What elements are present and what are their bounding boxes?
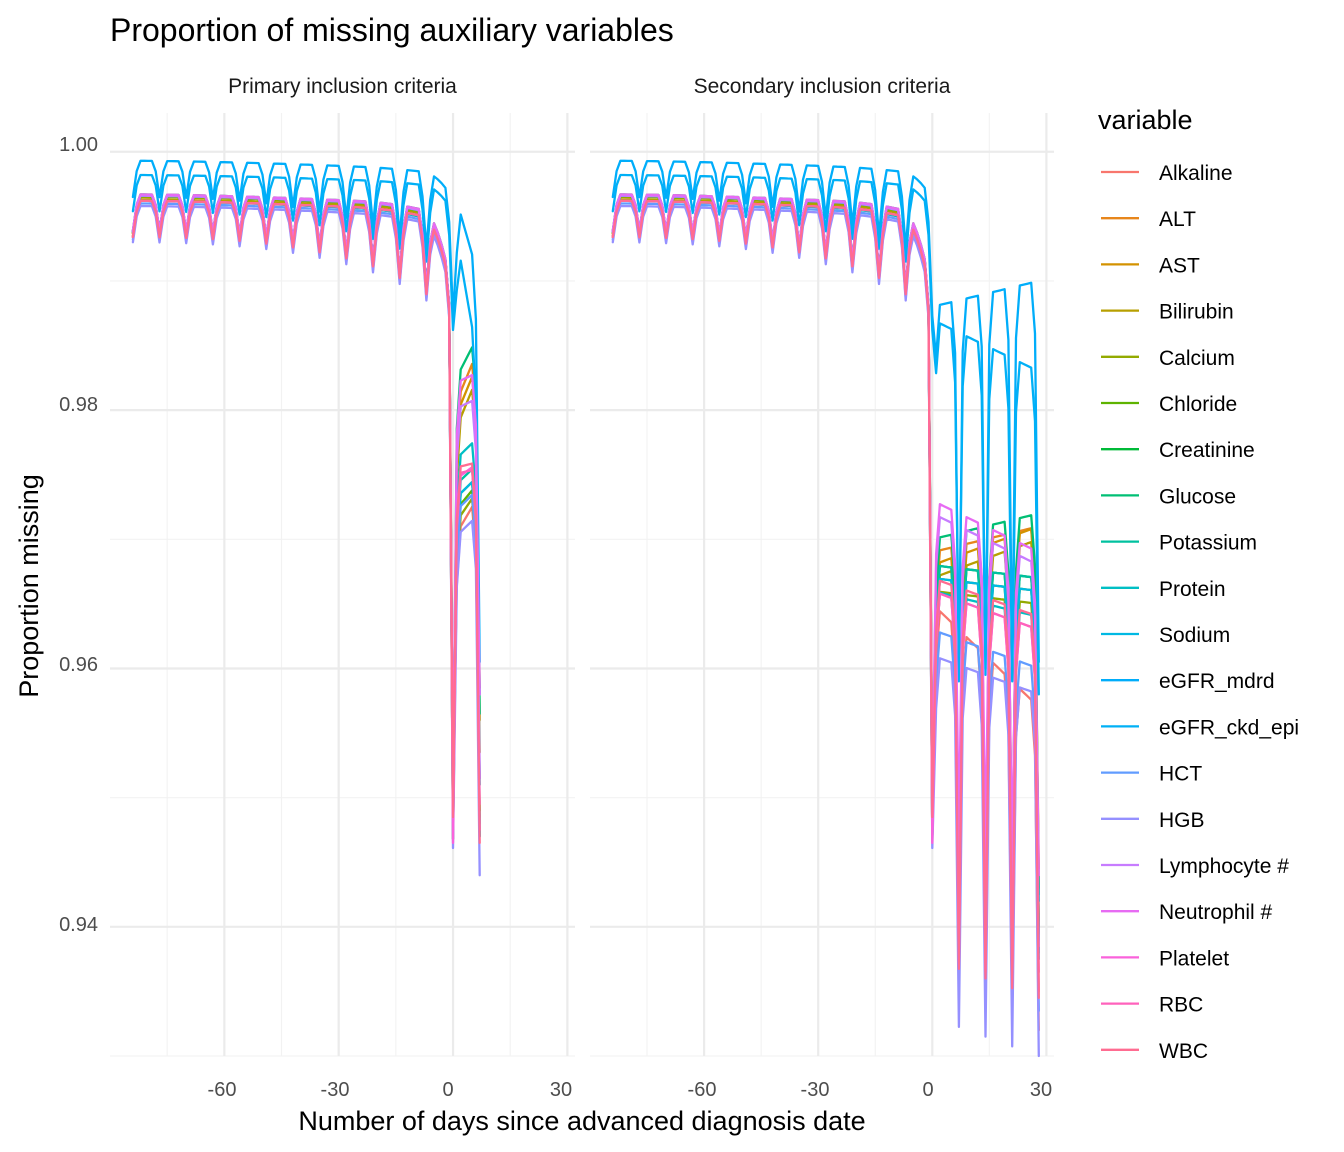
series-line-hgb: [131, 204, 481, 877]
facet-secondary: Secondary inclusion criteria: [590, 75, 1054, 1058]
series-line-egfr-mdrd: [131, 159, 481, 664]
x-tick-label: 0: [922, 1079, 933, 1101]
x-tick-label: -60: [688, 1079, 717, 1101]
x-tick-label: -30: [801, 1079, 830, 1101]
series-line-sodium: [611, 194, 1040, 954]
legend-label: RBC: [1159, 994, 1203, 1017]
x-tick-label: -60: [208, 1079, 237, 1101]
legend-label: Glucose: [1159, 485, 1236, 508]
series-line-glucose: [611, 194, 1040, 916]
series-line-platelet: [611, 199, 1040, 974]
x-tick-label: 0: [442, 1079, 453, 1101]
legend-label: Protein: [1159, 578, 1226, 601]
y-axis-ticks: 1.00 0.98 0.96 0.94: [59, 134, 98, 936]
facet-primary: Primary inclusion criteria: [110, 75, 575, 1057]
x-tick-label: -30: [321, 1079, 350, 1101]
legend-label: Bilirubin: [1159, 301, 1234, 324]
series-line-egfr-mdrd: [611, 159, 1040, 683]
grid-secondary: [590, 113, 1054, 1057]
legend-label: WBC: [1159, 1040, 1208, 1063]
series-line-chloride: [611, 194, 1040, 935]
series-line-alt: [611, 195, 1040, 890]
legend-label: Potassium: [1159, 532, 1257, 555]
legend-label: eGFR_ckd_epi: [1159, 716, 1299, 739]
y-tick-label: 0.94: [59, 914, 98, 936]
legend-label: HGB: [1159, 809, 1205, 832]
legend-label: Alkaline: [1159, 162, 1233, 185]
facet-label-secondary: Secondary inclusion criteria: [694, 75, 951, 98]
series-lines-primary: [131, 159, 481, 877]
series-line-protein: [611, 199, 1040, 961]
x-axis-ticks: -60 -30 0 30 -60 -30 0 30: [208, 1079, 1053, 1101]
series-line-hgb: [611, 204, 1040, 1058]
x-tick-label: 30: [1030, 1079, 1052, 1101]
series-line-ast: [611, 195, 1040, 919]
x-axis-title: Number of days since advanced diagnosis …: [298, 1106, 865, 1136]
legend-label: Neutrophil #: [1159, 901, 1273, 924]
series-line-bilirubin: [611, 198, 1040, 951]
legend-items: Alkaline ALT AST Bilirubin Calcium Chloride Cr…: [1101, 162, 1299, 1063]
legend-label: AST: [1159, 254, 1200, 277]
series-line-egfr-ckd-epi: [131, 173, 481, 696]
chart-title: Proportion of missing auxiliary variable…: [110, 12, 674, 48]
legend-label: ALT: [1159, 208, 1196, 231]
legend: variable Alkaline ALT AST Bilirubin Calcium C…: [1098, 105, 1299, 1063]
facet-label-primary: Primary inclusion criteria: [228, 75, 457, 98]
legend-label: Lymphocyte #: [1159, 855, 1289, 878]
legend-label: Sodium: [1159, 624, 1230, 647]
legend-label: Calcium: [1159, 347, 1235, 370]
y-axis-title: Proportion missing: [14, 474, 44, 698]
legend-label: Platelet: [1159, 947, 1229, 970]
series-lines-secondary: [611, 159, 1040, 1058]
x-tick-label: 30: [550, 1079, 572, 1101]
series-line-wbc: [131, 199, 481, 845]
y-tick-label: 1.00: [59, 134, 98, 156]
legend-label: eGFR_mdrd: [1159, 670, 1275, 693]
y-tick-label: 0.98: [59, 394, 98, 416]
series-line-egfr-ckd-epi: [611, 173, 1040, 696]
legend-label: HCT: [1159, 763, 1202, 786]
y-tick-label: 0.96: [59, 654, 98, 676]
series-line-potassium: [611, 194, 1040, 903]
grid-primary: [110, 113, 575, 1057]
series-line-wbc: [611, 199, 1040, 1000]
legend-title: variable: [1098, 105, 1193, 135]
legend-label: Chloride: [1159, 393, 1237, 416]
series-line-creatinine: [611, 193, 1040, 941]
series-line-alkaline: [611, 199, 1040, 1032]
legend-label: Creatinine: [1159, 439, 1255, 462]
